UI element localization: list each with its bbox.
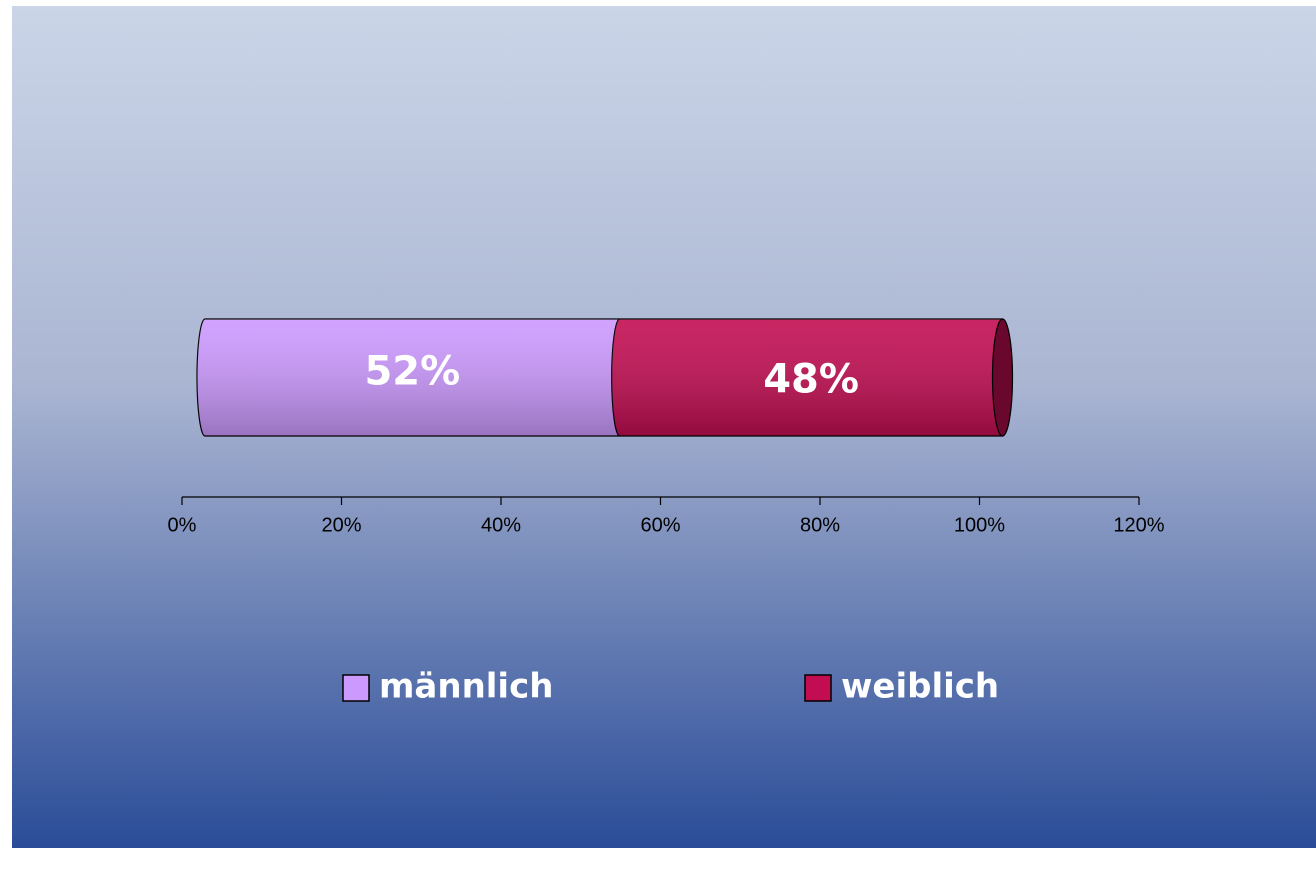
x-tick-label: 0% [168, 514, 197, 536]
data-label: 48% [763, 357, 859, 403]
bar-end-cap [991, 318, 1014, 437]
legend-swatch [804, 674, 832, 702]
x-tick-label: 40% [481, 514, 521, 536]
x-tick-label: 120% [1113, 514, 1164, 536]
legend-label: weiblich [841, 667, 999, 707]
legend-label: männlich [379, 667, 553, 707]
bar-end-cap-shade [992, 319, 1013, 436]
x-tick-label: 60% [640, 514, 680, 536]
x-tick-label: 100% [954, 514, 1005, 536]
data-label: 52% [364, 349, 460, 395]
x-tick-label: 80% [800, 514, 840, 536]
legend-swatch [342, 674, 370, 702]
bar-shading [611, 319, 1011, 436]
bar-shading [197, 319, 628, 436]
x-tick-label: 20% [321, 514, 361, 536]
